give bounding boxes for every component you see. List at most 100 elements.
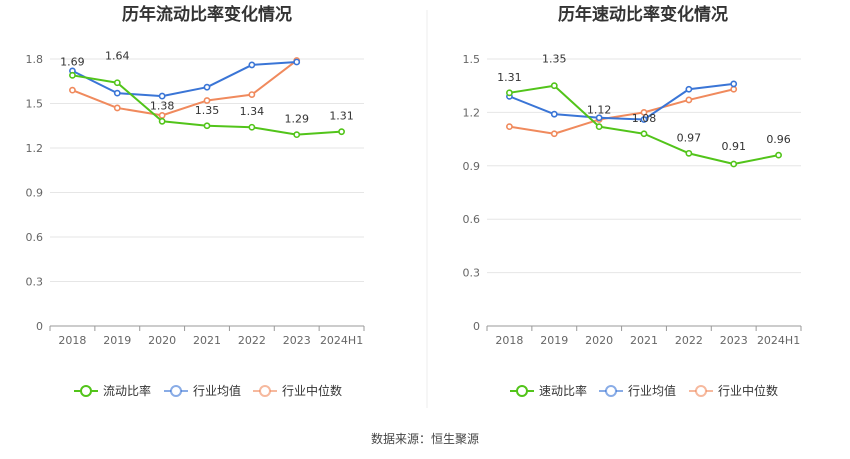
y-tick-label: 1.8 <box>26 53 44 66</box>
data-label: 0.96 <box>766 133 791 146</box>
data-point[interactable] <box>293 131 301 139</box>
legend-swatch-marker <box>695 385 707 397</box>
legend-item-2[interactable]: 行业中位数 <box>253 383 342 398</box>
data-point[interactable] <box>248 91 256 98</box>
x-tick-label: 2020 <box>585 334 613 347</box>
y-tick-label: 0.6 <box>463 213 481 226</box>
data-point[interactable] <box>550 130 558 138</box>
chart-current-ratio: 历年流动比率变化情况 0 0.3 0.6 0.9 1.2 1.5 1.8 2018 2019 202… <box>26 4 365 398</box>
chart-title: 历年流动比率变化情况 <box>122 4 292 25</box>
series-line-2 <box>72 59 298 117</box>
legend-item-0[interactable]: 流动比率 <box>74 383 151 398</box>
data-label: 0.91 <box>721 140 746 153</box>
data-label: 1.08 <box>632 112 657 125</box>
x-tick-label: 2022 <box>238 334 266 347</box>
x-tick-label: 2020 <box>148 334 176 347</box>
data-point[interactable] <box>775 151 782 159</box>
legend-label: 行业均值 <box>628 383 676 398</box>
data-label: 1.29 <box>284 113 309 126</box>
data-label: 1.35 <box>195 104 220 117</box>
legend-item-1[interactable]: 行业均值 <box>164 383 241 398</box>
data-point[interactable] <box>640 130 648 138</box>
data-label: 1.34 <box>240 105 265 118</box>
y-tick-label: 1.2 <box>463 106 481 119</box>
y-tick-label: 0.9 <box>26 187 44 200</box>
y-tick-label: 1.5 <box>26 98 44 111</box>
data-point[interactable] <box>640 109 648 116</box>
chart-quick-ratio: 历年速动比率变化情况 0 0.3 0.6 0.9 1.2 1.5 2018 2019 2020 20… <box>463 4 802 398</box>
data-point[interactable] <box>203 122 211 130</box>
data-point[interactable] <box>730 80 738 88</box>
data-label: 1.12 <box>587 104 612 117</box>
x-tick-label: 2022 <box>675 334 703 347</box>
y-tick-label: 1.5 <box>463 53 481 66</box>
data-point[interactable] <box>550 82 558 90</box>
data-label: 1.64 <box>105 50 130 63</box>
legend-item-0[interactable]: 速动比率 <box>510 383 587 398</box>
data-point[interactable] <box>69 71 76 79</box>
x-tick-label: 2023 <box>283 334 311 347</box>
data-point[interactable] <box>595 123 603 131</box>
data-point[interactable] <box>113 89 121 97</box>
y-tick-label: 0.3 <box>26 276 44 289</box>
data-point[interactable] <box>685 96 693 104</box>
legend-swatch-marker <box>170 385 182 397</box>
x-tick-label: 2023 <box>720 334 748 347</box>
source-note: 数据来源：恒生聚源 <box>371 431 479 446</box>
y-tick-label: 0.9 <box>463 160 481 173</box>
legend-item-1[interactable]: 行业均值 <box>599 383 676 398</box>
x-tick-label: 2021 <box>193 334 221 347</box>
y-tick-label: 0.3 <box>463 267 481 280</box>
data-point[interactable] <box>203 97 211 104</box>
data-point[interactable] <box>248 123 256 131</box>
data-point[interactable] <box>158 92 166 100</box>
x-tick-label: 2019 <box>103 334 131 347</box>
data-point[interactable] <box>506 89 513 97</box>
data-label: 1.31 <box>497 71 522 84</box>
y-tick-label: 0 <box>473 320 480 333</box>
data-point[interactable] <box>685 85 693 93</box>
x-tick-label: 2019 <box>540 334 568 347</box>
data-point[interactable] <box>293 58 301 66</box>
data-label: 0.97 <box>677 131 702 144</box>
data-point[interactable] <box>113 79 121 87</box>
legend-label: 行业均值 <box>193 383 241 398</box>
series-line-2 <box>509 88 734 135</box>
legend-item-2[interactable]: 行业中位数 <box>689 383 778 398</box>
legend-swatch-marker <box>516 385 528 397</box>
legend-swatch-marker <box>605 385 617 397</box>
data-point[interactable] <box>640 116 648 123</box>
series-line-1 <box>71 60 297 98</box>
legend-label: 行业中位数 <box>282 383 342 398</box>
data-label: 1.35 <box>542 53 567 66</box>
legend-label: 行业中位数 <box>718 383 778 398</box>
data-label: 1.31 <box>329 110 354 123</box>
data-point[interactable] <box>158 111 166 119</box>
data-point[interactable] <box>113 104 121 112</box>
data-point[interactable] <box>730 160 738 168</box>
series-line-1 <box>509 82 734 121</box>
legend-label: 流动比率 <box>103 383 151 398</box>
x-tick-label: 2021 <box>630 334 658 347</box>
legend-label: 速动比率 <box>539 383 587 398</box>
data-point[interactable] <box>595 114 603 122</box>
data-point[interactable] <box>158 117 166 125</box>
data-point[interactable] <box>203 83 211 91</box>
data-point[interactable] <box>506 123 513 131</box>
data-point[interactable] <box>550 110 558 118</box>
data-point[interactable] <box>730 85 738 93</box>
legend-swatch-marker <box>80 385 92 397</box>
data-point[interactable] <box>69 86 76 94</box>
x-tick-label: 2018 <box>495 334 523 347</box>
data-point[interactable] <box>338 128 345 136</box>
x-tick-label: 2024H1 <box>320 334 363 347</box>
y-tick-label: 1.2 <box>26 142 44 155</box>
y-tick-label: 0.6 <box>26 231 44 244</box>
data-label: 1.69 <box>60 55 85 68</box>
data-point[interactable] <box>685 149 693 157</box>
x-tick-label: 2018 <box>58 334 86 347</box>
y-tick-label: 0 <box>36 320 43 333</box>
data-point[interactable] <box>248 61 256 69</box>
